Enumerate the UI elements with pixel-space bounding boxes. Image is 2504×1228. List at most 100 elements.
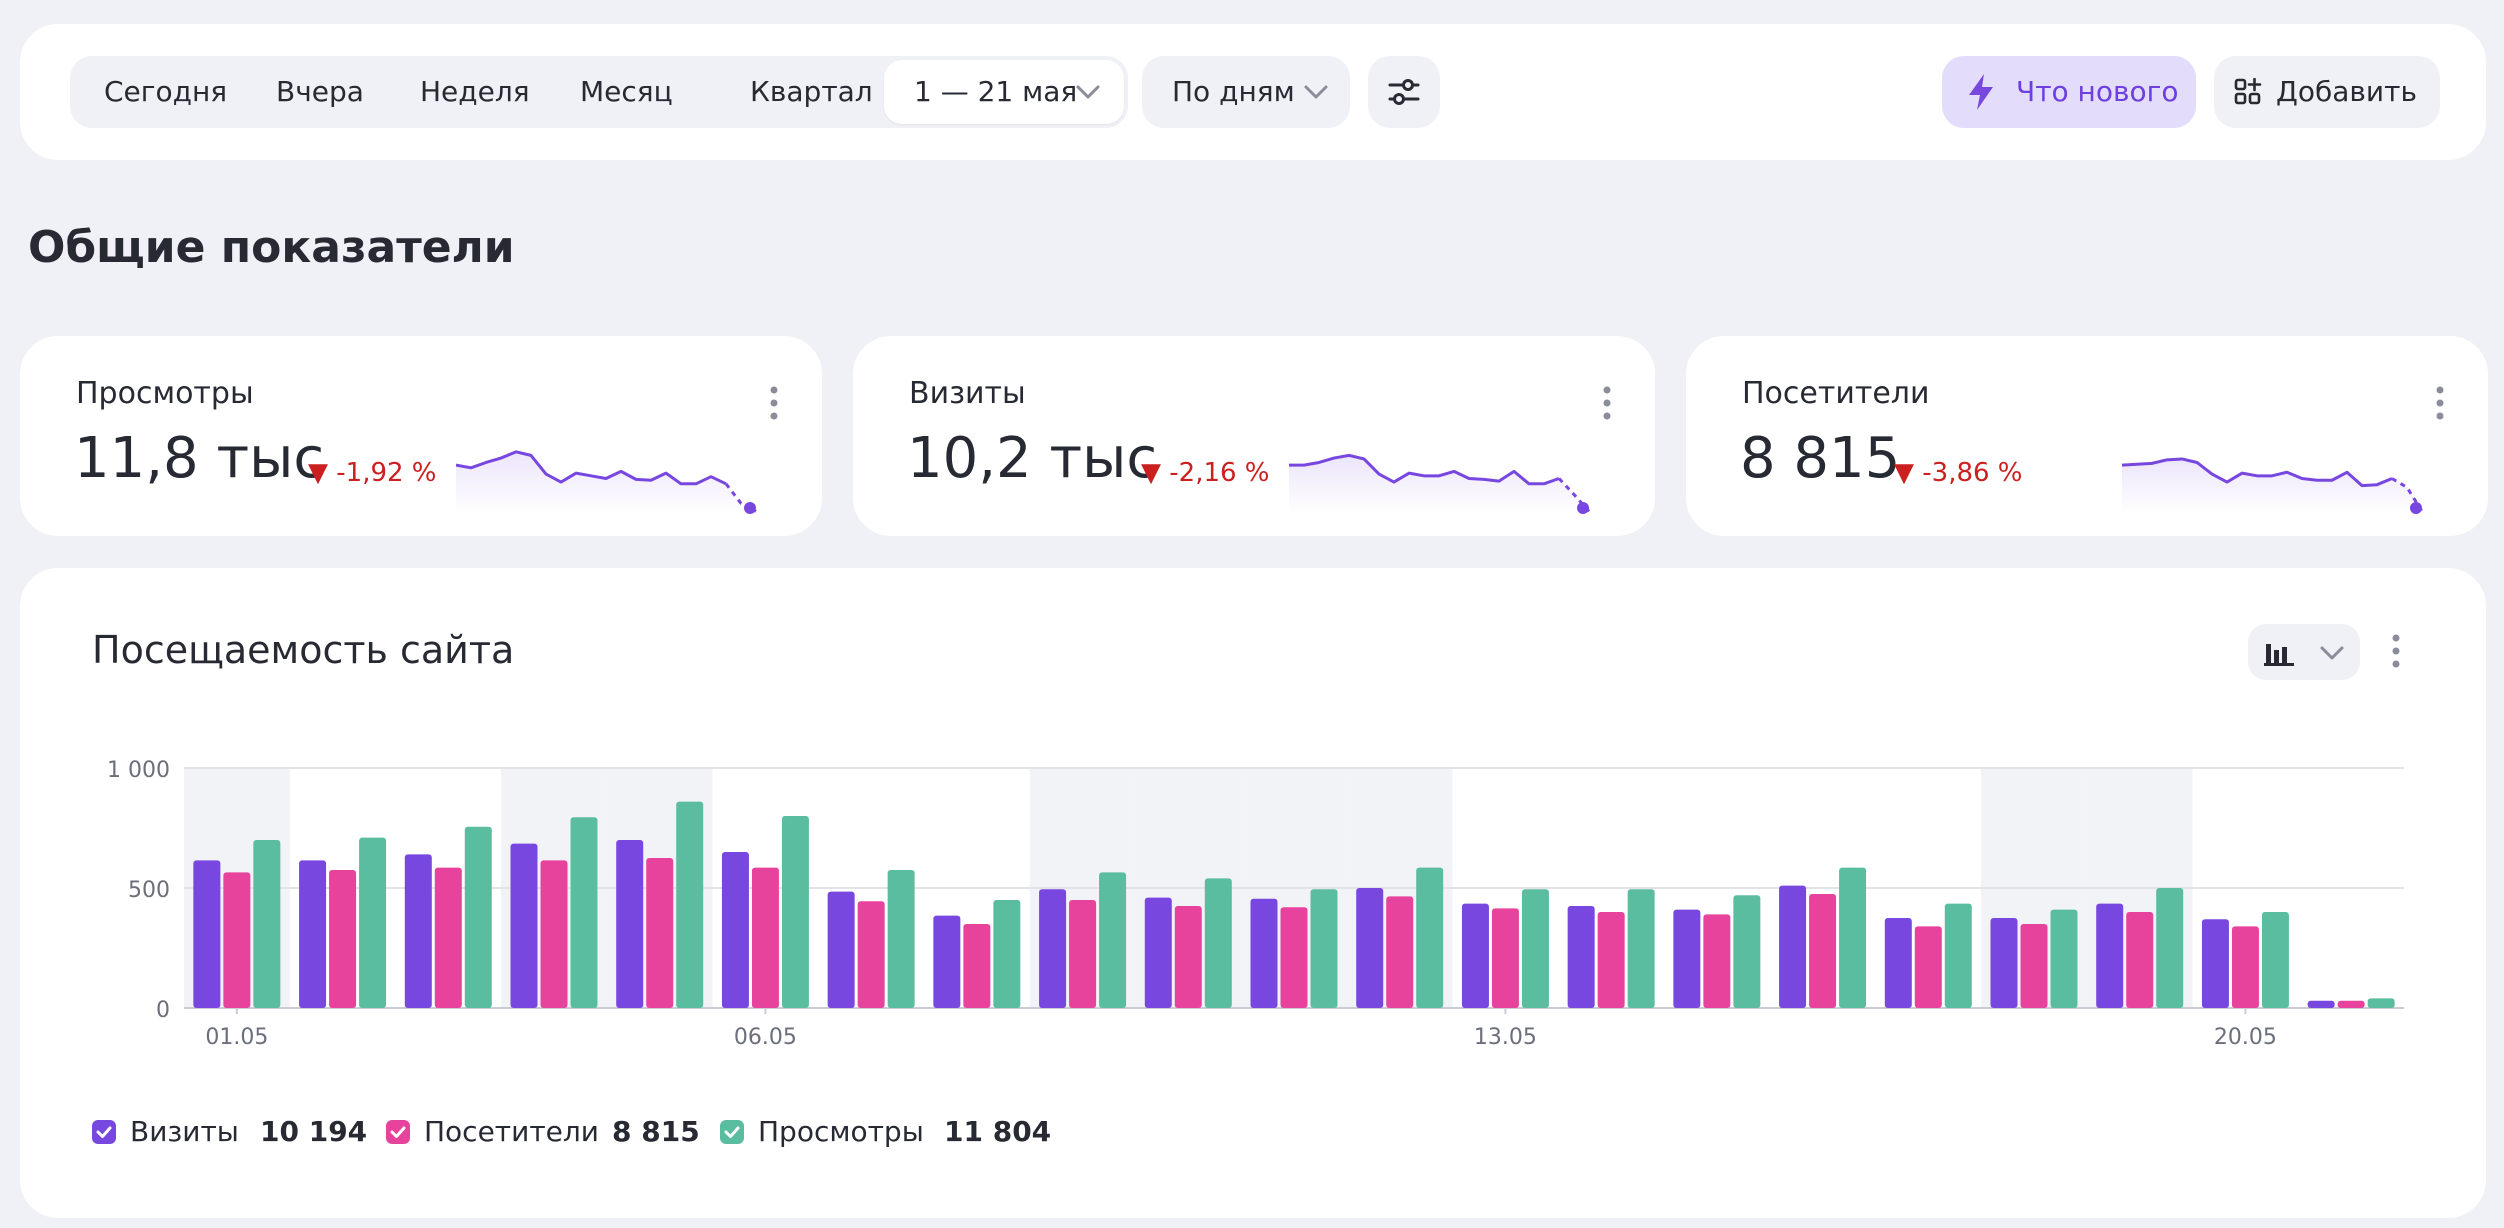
more-vertical-icon[interactable] [2392,634,2400,668]
bar[interactable] [2126,912,2154,1008]
bar[interactable] [1356,888,1384,1008]
bar[interactable] [1521,889,1549,1008]
bar[interactable] [1839,867,1867,1008]
filters-button[interactable] [1368,56,1440,128]
bar[interactable] [1809,894,1837,1008]
kpi-card-views[interactable]: Просмотры 11,8 тыс ▼ -1,92 % [20,336,822,536]
bar[interactable] [1990,918,2018,1008]
bar[interactable] [253,840,281,1008]
bar[interactable] [2201,919,2229,1008]
bar[interactable] [223,872,251,1008]
legend-total: 10 194 [260,1115,368,1148]
more-vertical-icon[interactable] [1603,386,1611,420]
date-range-picker[interactable]: 1 — 21 мая [884,60,1124,124]
bar[interactable] [510,843,538,1008]
sliders-icon [1388,79,1420,105]
bar[interactable] [646,858,674,1008]
sparkline-forecast [724,482,757,513]
bar[interactable] [1567,906,1595,1008]
bar[interactable] [404,854,432,1008]
period-week[interactable]: Неделя [420,75,530,108]
period-today[interactable]: Сегодня [104,75,228,108]
whats-new-label: Что нового [2016,75,2179,108]
bar[interactable] [993,900,1021,1008]
sparkline-end-point [744,502,756,514]
bar[interactable] [676,801,704,1008]
bar[interactable] [2096,903,2124,1008]
bar[interactable] [1039,889,1067,1008]
bar[interactable] [1884,918,1912,1008]
more-vertical-icon[interactable] [770,386,778,420]
period-quarter[interactable]: Квартал [750,75,873,108]
bar[interactable] [1597,912,1625,1008]
bar[interactable] [329,870,357,1008]
chart-title: Посещаемость сайта [92,628,515,672]
x-tick-label: 01.05 [205,1025,268,1050]
kpi-value: 11,8 тыс [74,426,325,491]
kpi-card-visits[interactable]: Визиты 10,2 тыс ▼ -2,16 % [853,336,1655,536]
bar[interactable] [2337,1000,2365,1008]
bar[interactable] [299,860,327,1008]
bar[interactable] [570,817,598,1008]
bar[interactable] [721,852,749,1008]
x-tick-label: 20.05 [2214,1025,2277,1050]
bar[interactable] [1310,889,1338,1008]
bar[interactable] [464,826,492,1008]
kpi-title: Визиты [909,376,1026,411]
sparkline-forecast [1557,477,1591,513]
bar[interactable] [963,924,991,1008]
add-widget-button[interactable]: Добавить [2214,56,2440,128]
bar[interactable] [2156,888,2184,1008]
period-month[interactable]: Месяц [580,75,673,108]
bar[interactable] [1250,898,1278,1008]
bar[interactable] [1627,889,1655,1008]
legend-total: 8 815 [612,1115,700,1148]
more-vertical-icon[interactable] [2436,386,2444,420]
bar[interactable] [1069,900,1097,1008]
bar[interactable] [1416,867,1444,1008]
bar[interactable] [781,816,809,1008]
y-tick-label: 0 [156,998,170,1023]
bar[interactable] [933,915,961,1008]
bar[interactable] [193,860,221,1008]
triangle-down-icon: ▼ [308,458,328,488]
sparkline-line [1289,453,1560,486]
whats-new-button[interactable]: Что нового [1942,56,2196,128]
bar[interactable] [1703,914,1731,1008]
bar[interactable] [1733,895,1761,1008]
bar[interactable] [1461,903,1489,1008]
bar[interactable] [2367,998,2395,1008]
bar[interactable] [1174,906,1202,1008]
bar[interactable] [887,870,915,1008]
bar[interactable] [1673,909,1701,1008]
bar[interactable] [1944,903,1972,1008]
bar[interactable] [2307,1000,2335,1008]
bar[interactable] [1779,885,1807,1008]
x-tick-label: 06.05 [734,1025,797,1050]
bar[interactable] [1491,908,1519,1008]
bar[interactable] [540,860,568,1008]
kpi-card-visitors[interactable]: Посетители 8 815 ▼ -3,86 % [1686,336,2488,536]
bar[interactable] [434,867,462,1008]
bar[interactable] [616,840,644,1008]
bar[interactable] [857,901,885,1008]
grouping-select[interactable]: По дням [1142,56,1350,128]
kpi-delta: ▼ -1,92 % [308,458,437,488]
chart-type-select[interactable] [2248,624,2360,680]
bar[interactable] [1386,896,1414,1008]
legend-label: Посетители [424,1115,599,1148]
bar[interactable] [1099,872,1127,1008]
bar[interactable] [359,837,387,1008]
bar[interactable] [751,867,779,1008]
period-yesterday[interactable]: Вчера [276,75,364,108]
bar[interactable] [1280,907,1308,1008]
bar[interactable] [2020,924,2048,1008]
bar[interactable] [2050,909,2078,1008]
bar[interactable] [1204,878,1232,1008]
bar[interactable] [2261,912,2289,1008]
bar[interactable] [827,891,855,1008]
kpi-delta: ▼ -2,16 % [1141,458,1270,488]
bar[interactable] [1914,926,1942,1008]
bar[interactable] [1144,897,1172,1008]
bar[interactable] [2231,926,2259,1008]
